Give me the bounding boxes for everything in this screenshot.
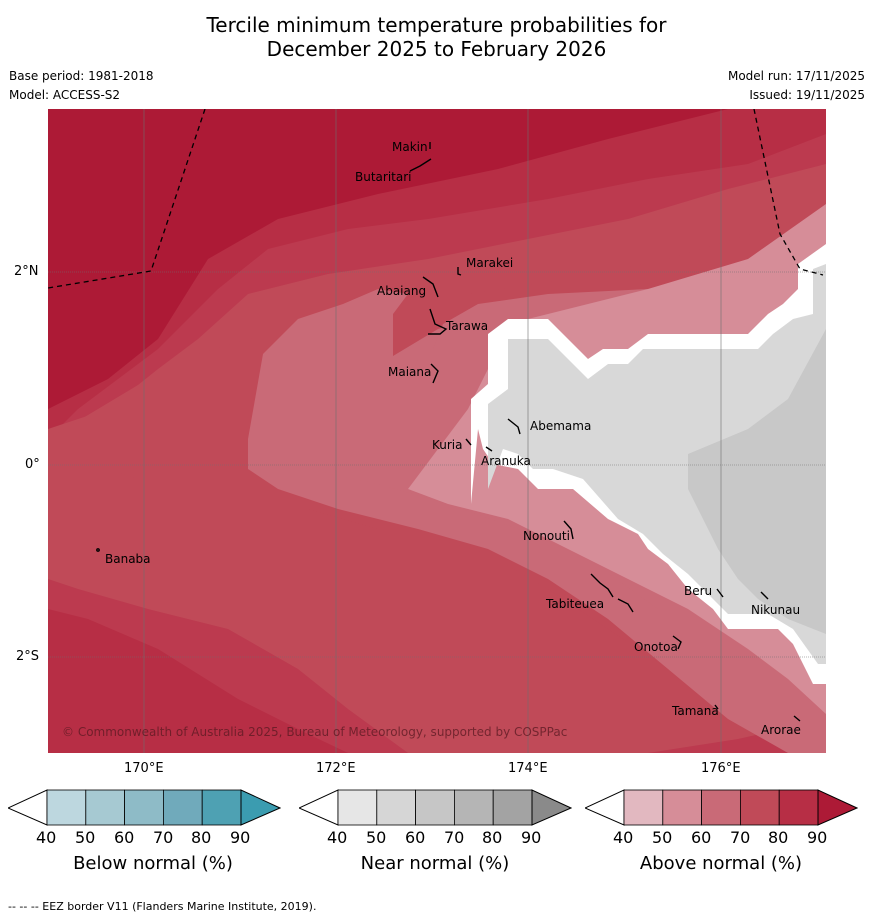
- base-period: Base period: 1981-2018: [9, 69, 154, 83]
- label-abaiang: Abaiang: [377, 284, 426, 298]
- cb-below-tick: 60: [114, 828, 135, 847]
- island-outlines: [96, 142, 801, 722]
- colorbar-segment: [739, 789, 780, 826]
- label-maiana: Maiana: [388, 365, 431, 379]
- lat-tick-2n: 2°N: [14, 264, 39, 279]
- cb-near-tick: 70: [444, 828, 465, 847]
- label-onotoa: Onotoa: [634, 640, 678, 654]
- colorbar-segment: [492, 789, 533, 826]
- colorbar-segment: [662, 789, 703, 826]
- eez-footnote: -- -- -- EEZ border V11 (Flanders Marine…: [8, 900, 317, 913]
- label-butaritari: Butaritari: [355, 170, 412, 184]
- cb-below-tick: 90: [230, 828, 251, 847]
- cb-above-tick: 90: [807, 828, 828, 847]
- colorbar-segment: [162, 789, 203, 826]
- colorbar-below-ticks: 40 50 60 70 80 90: [36, 828, 266, 848]
- cb-above-tick: 40: [613, 828, 634, 847]
- colorbar-segment: [415, 789, 455, 826]
- label-beru: Beru: [684, 584, 712, 598]
- zone-near-50: [688, 329, 826, 634]
- label-aranuka: Aranuka: [481, 454, 531, 468]
- label-tabiteuea: Tabiteuea: [545, 597, 604, 611]
- cb-near-tick: 90: [521, 828, 542, 847]
- lon-tick-174: 174°E: [508, 761, 548, 776]
- map-title-line1: Tercile minimum temperature probabilitie…: [206, 13, 667, 37]
- label-abemama: Abemama: [530, 419, 591, 433]
- eez-border: [48, 109, 824, 289]
- cb-near-tick: 60: [405, 828, 426, 847]
- colorbar-near-ticks: 40 50 60 70 80 90: [327, 828, 557, 848]
- cb-above-tick: 70: [730, 828, 751, 847]
- lat-tick-2s: 2°S: [16, 649, 40, 664]
- label-marakei: Marakei: [466, 256, 513, 270]
- cb-below-tick: 70: [153, 828, 174, 847]
- label-nonouti: Nonouti: [523, 529, 570, 543]
- colorbar-segment: [701, 789, 741, 826]
- colorbar-segment: [85, 789, 126, 826]
- colorbar-segment: [778, 789, 819, 826]
- cb-near-tick: 50: [366, 828, 387, 847]
- colorbar-segment: [453, 789, 494, 826]
- label-kuria: Kuria: [432, 438, 463, 452]
- map-title-line2: December 2025 to February 2026: [266, 37, 607, 61]
- colorbar-near: [299, 789, 572, 826]
- label-arorae: Arorae: [761, 723, 801, 737]
- model-name: Model: ACCESS-S2: [9, 88, 121, 102]
- copyright-notice: © Commonwealth of Australia 2025, Bureau…: [62, 725, 567, 739]
- cb-near-tick: 40: [327, 828, 348, 847]
- graticule: [48, 109, 826, 753]
- label-tamana: Tamana: [671, 704, 719, 718]
- cb-above-tick: 80: [768, 828, 789, 847]
- label-makin: Makin: [392, 140, 428, 154]
- cb-near-tick: 80: [482, 828, 503, 847]
- lat-tick-0: 0°: [25, 457, 40, 472]
- cb-above-tick: 60: [691, 828, 712, 847]
- model-run: Model run: 17/11/2025: [727, 69, 865, 83]
- colorbar-segment: [376, 789, 417, 826]
- place-labels: Makin Butaritari Marakei Abaiang Tarawa …: [105, 140, 801, 737]
- issued-date: Issued: 19/11/2025: [749, 88, 865, 102]
- colorbar-segment: [623, 789, 664, 826]
- colorbar-above: [585, 789, 858, 826]
- cb-below-tick: 40: [36, 828, 57, 847]
- label-nikunau: Nikunau: [751, 603, 800, 617]
- cb-below-tick: 50: [75, 828, 96, 847]
- label-banaba: Banaba: [105, 552, 151, 566]
- colorbar-below: [8, 789, 281, 826]
- colorbar-segment: [337, 789, 378, 826]
- colorbar-below-label: Below normal (%): [73, 853, 233, 874]
- lon-tick-172: 172°E: [316, 761, 356, 776]
- lon-tick-176: 176°E: [701, 761, 741, 776]
- colorbar-above-label: Above normal (%): [639, 853, 803, 874]
- colorbar-segment: [46, 789, 87, 826]
- colorbar-segment: [124, 789, 164, 826]
- label-tarawa: Tarawa: [445, 319, 488, 333]
- cb-above-tick: 50: [652, 828, 673, 847]
- colorbar-segment: [201, 789, 242, 826]
- colorbar-above-ticks: 40 50 60 70 80 90: [613, 828, 843, 848]
- colorbar-near-label: Near normal (%): [360, 853, 510, 874]
- cb-below-tick: 80: [191, 828, 212, 847]
- lon-tick-170: 170°E: [124, 761, 164, 776]
- probability-map: Makin Butaritari Marakei Abaiang Tarawa …: [48, 109, 826, 753]
